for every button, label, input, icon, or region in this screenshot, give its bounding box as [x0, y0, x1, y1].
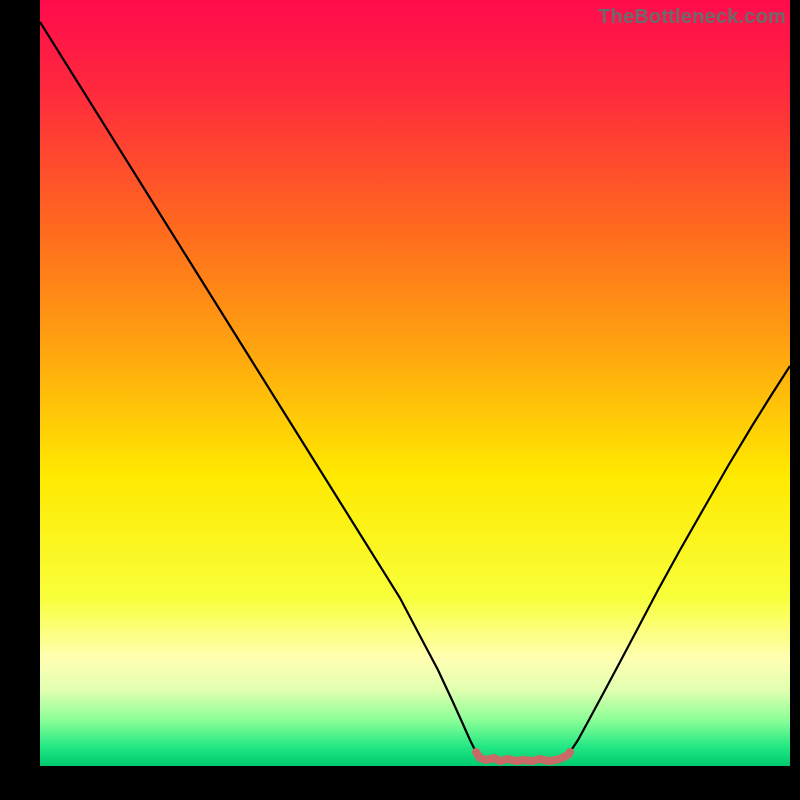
watermark-text: TheBottleneck.com	[598, 6, 786, 29]
chart-container: TheBottleneck.com	[0, 0, 800, 800]
frame-right	[790, 0, 800, 800]
plot-background	[40, 0, 790, 766]
frame-bottom	[0, 766, 800, 800]
chart-svg	[0, 0, 800, 800]
frame-left	[0, 0, 40, 800]
